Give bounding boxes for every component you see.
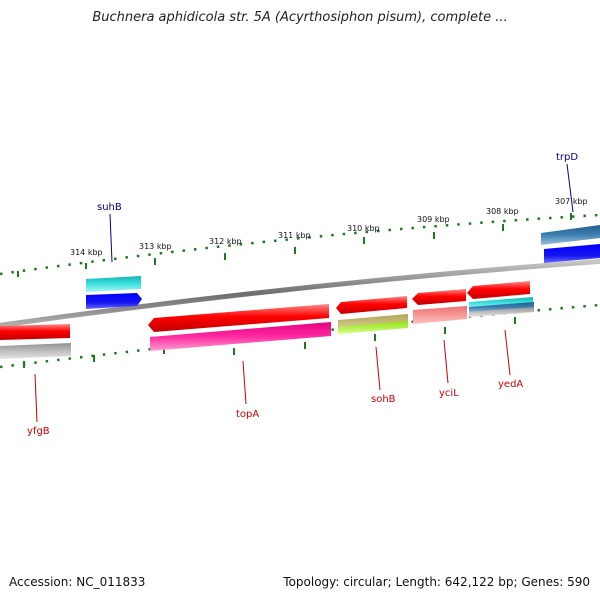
feature-suhB-cyan[interactable] — [86, 276, 141, 292]
feature-trpD-steel[interactable] — [541, 225, 600, 245]
gene-label-yedA[interactable]: yedA — [498, 379, 523, 390]
tick-label-314: 314 kbp — [70, 248, 103, 257]
leader-trpD — [566, 163, 574, 213]
genome-backbone — [0, 258, 600, 328]
map-title: Buchnera aphidicola str. 5A (Acyrthosiph… — [92, 10, 508, 25]
leader-yedA — [504, 329, 511, 376]
gene-label-topA[interactable]: topA — [236, 409, 259, 420]
tick-label-311: 311 kbp — [278, 231, 311, 240]
feature-yedA-gray[interactable] — [469, 307, 534, 317]
feature-topA-pink[interactable] — [150, 322, 331, 351]
leader-topA — [242, 360, 247, 405]
feature-yciL-salmon[interactable] — [413, 306, 467, 324]
tick-label-310: 310 kbp — [347, 224, 380, 233]
leader-sohB — [375, 346, 381, 391]
tick-label-309: 309 kbp — [417, 215, 450, 224]
gene-topA[interactable] — [148, 304, 329, 332]
tick-label-308: 308 kbp — [486, 207, 519, 216]
feature-sohB-lime[interactable] — [338, 321, 408, 334]
gene-label-yciL[interactable]: yciL — [439, 388, 459, 399]
tick-label-312: 312 kbp — [209, 237, 242, 246]
gene-label-trpD[interactable]: trpD — [556, 152, 578, 163]
leader-suhB — [109, 213, 113, 263]
gene-sohB[interactable] — [336, 296, 407, 314]
gene-trpD[interactable] — [544, 244, 600, 263]
feature-yfgB-gray[interactable] — [0, 343, 71, 359]
gene-yfgB[interactable] — [0, 324, 70, 340]
accession-text: Accession: NC_011833 — [9, 575, 146, 589]
gene-yciL[interactable] — [412, 289, 466, 305]
gene-yedA[interactable] — [467, 281, 530, 299]
leader-yciL — [443, 339, 449, 384]
genome-summary-text: Topology: circular; Length: 642,122 bp; … — [283, 575, 590, 589]
feature-yedA-steel[interactable] — [469, 302, 534, 313]
feature-sohB-olive[interactable] — [338, 314, 408, 329]
gene-suhB[interactable] — [86, 293, 142, 309]
gene-label-yfgB[interactable]: yfgB — [27, 426, 50, 437]
gene-label-sohB[interactable]: sohB — [371, 394, 396, 405]
outer-tick-ring — [0, 213, 600, 277]
leader-yfgB — [34, 373, 38, 423]
gene-label-suhB[interactable]: suhB — [97, 202, 122, 213]
tick-label-313: 313 kbp — [139, 242, 172, 251]
